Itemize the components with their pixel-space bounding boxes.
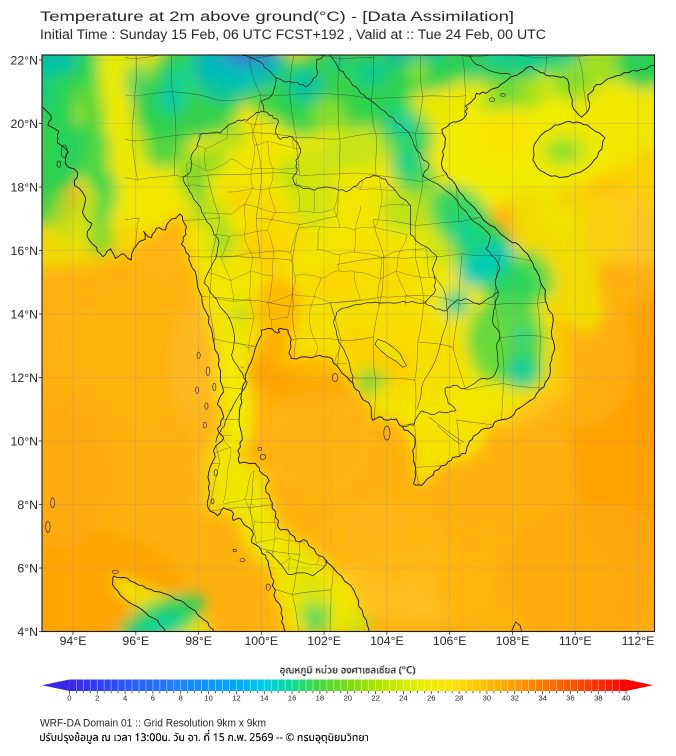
svg-text:14°N: 14°N — [11, 307, 38, 321]
svg-text:94°E: 94°E — [60, 634, 87, 648]
svg-text:4: 4 — [123, 694, 127, 703]
svg-text:18°N: 18°N — [11, 180, 38, 194]
svg-text:Initial Time : Sunday 15 Feb,: Initial Time : Sunday 15 Feb, 06 UTC FCS… — [40, 27, 546, 42]
svg-text:106°E: 106°E — [433, 634, 467, 648]
svg-text:32: 32 — [511, 694, 519, 703]
svg-text:12°N: 12°N — [11, 371, 38, 385]
svg-text:34: 34 — [538, 694, 546, 703]
svg-text:8°N: 8°N — [17, 498, 38, 512]
svg-text:10°N: 10°N — [11, 434, 38, 448]
svg-text:100°E: 100°E — [244, 634, 278, 648]
svg-text:22: 22 — [371, 694, 379, 703]
svg-text:102°E: 102°E — [307, 634, 341, 648]
svg-text:22°N: 22°N — [11, 53, 38, 67]
svg-text:Temperature at 2m above ground: Temperature at 2m above ground(°C) - [Da… — [40, 9, 514, 24]
svg-text:112°E: 112°E — [622, 634, 655, 648]
svg-text:24: 24 — [399, 694, 407, 703]
svg-text:26: 26 — [427, 694, 435, 703]
svg-text:12: 12 — [232, 694, 240, 703]
svg-text:40: 40 — [622, 694, 630, 703]
svg-text:16°N: 16°N — [11, 244, 38, 258]
svg-text:WRF-DA Domain 01 :: Grid Resol: WRF-DA Domain 01 :: Grid Resolution 9km … — [40, 718, 266, 730]
svg-text:4°N: 4°N — [17, 625, 38, 639]
svg-text:30: 30 — [483, 694, 491, 703]
svg-text:20°N: 20°N — [11, 117, 38, 131]
svg-text:110°E: 110°E — [559, 634, 592, 648]
svg-text:104°E: 104°E — [370, 634, 404, 648]
svg-text:6: 6 — [151, 694, 155, 703]
svg-text:0: 0 — [67, 694, 71, 703]
svg-text:38: 38 — [594, 694, 602, 703]
svg-text:18: 18 — [316, 694, 324, 703]
svg-text:16: 16 — [288, 694, 296, 703]
svg-text:8: 8 — [179, 694, 183, 703]
svg-text:28: 28 — [455, 694, 463, 703]
svg-text:14: 14 — [260, 694, 268, 703]
svg-text:98°E: 98°E — [185, 634, 212, 648]
svg-text:2: 2 — [95, 694, 99, 703]
svg-text:108°E: 108°E — [496, 634, 530, 648]
svg-text:96°E: 96°E — [122, 634, 149, 648]
svg-text:10: 10 — [204, 694, 212, 703]
svg-text:36: 36 — [566, 694, 574, 703]
svg-text:6°N: 6°N — [17, 561, 38, 575]
svg-text:20: 20 — [344, 694, 352, 703]
